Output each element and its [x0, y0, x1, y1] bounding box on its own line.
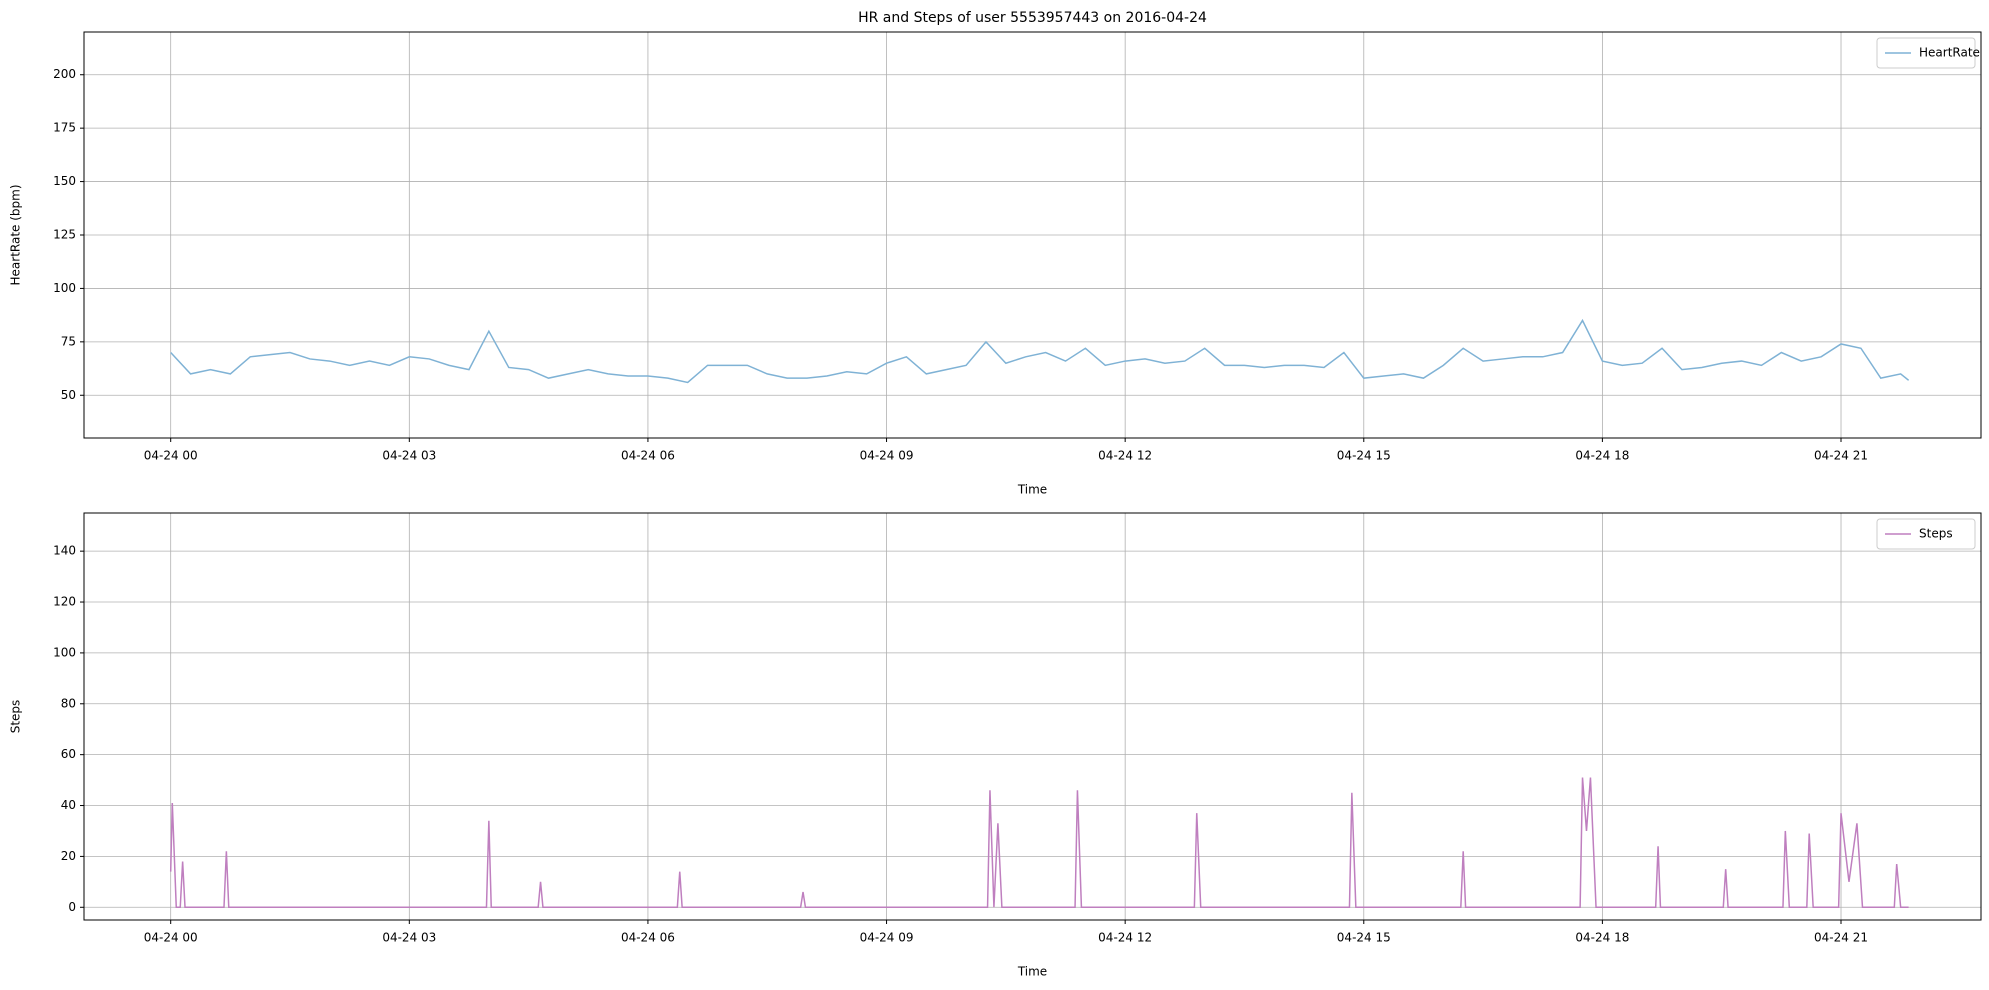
y-axis-label: Steps: [9, 700, 23, 734]
chart-title: HR and Steps of user 5553957443 on 2016-…: [858, 10, 1207, 26]
y-tick-label: 75: [61, 334, 76, 348]
y-axis-label: HeartRate (bpm): [9, 184, 23, 285]
x-tick-label: 04-24 06: [621, 931, 675, 945]
x-axis-label: Time: [1017, 965, 1047, 979]
x-tick-label: 04-24 15: [1337, 449, 1391, 463]
x-tick-label: 04-24 12: [1098, 931, 1152, 945]
legend-box: [1876, 37, 1976, 69]
axes-frame: [83, 31, 1982, 439]
x-tick-label: 04-24 21: [1814, 931, 1868, 945]
y-tick-label: 200: [53, 67, 76, 81]
x-tick-label: 04-24 00: [144, 931, 198, 945]
y-tick-label: 150: [53, 174, 76, 188]
legend-box: [1876, 518, 1976, 550]
x-tick-label: 04-24 06: [621, 449, 675, 463]
y-tick-label: 125: [53, 228, 76, 242]
line: [169, 777, 1909, 909]
y-tick-label: 140: [53, 544, 76, 558]
x-tick-label: 04-24 15: [1337, 931, 1391, 945]
y-tick-label: 100: [53, 645, 76, 659]
x-tick-label: 04-24 09: [860, 931, 914, 945]
y-tick-label: 120: [53, 595, 76, 609]
x-tick-label: 04-24 18: [1575, 449, 1629, 463]
axes-frame: [83, 512, 1982, 921]
line: [170, 318, 1910, 384]
legend-label: Steps: [1919, 527, 1953, 541]
x-tick-label: 04-24 12: [1098, 449, 1152, 463]
y-tick-label: 80: [61, 696, 76, 710]
y-tick-label: 20: [61, 849, 76, 863]
x-tick-label: 04-24 03: [382, 449, 436, 463]
y-tick-label: 0: [68, 900, 76, 914]
y-tick-label: 40: [61, 798, 76, 812]
y-tick-label: 60: [61, 747, 76, 761]
x-tick-label: 04-24 03: [382, 931, 436, 945]
legend-label: HeartRate: [1919, 46, 1980, 60]
y-tick-label: 175: [53, 121, 76, 135]
y-tick-label: 100: [53, 281, 76, 295]
x-axis-label: Time: [1017, 483, 1047, 497]
x-tick-label: 04-24 09: [860, 449, 914, 463]
y-tick-label: 50: [61, 388, 76, 402]
x-tick-label: 04-24 00: [144, 449, 198, 463]
x-tick-label: 04-24 21: [1814, 449, 1868, 463]
x-tick-label: 04-24 18: [1575, 931, 1629, 945]
